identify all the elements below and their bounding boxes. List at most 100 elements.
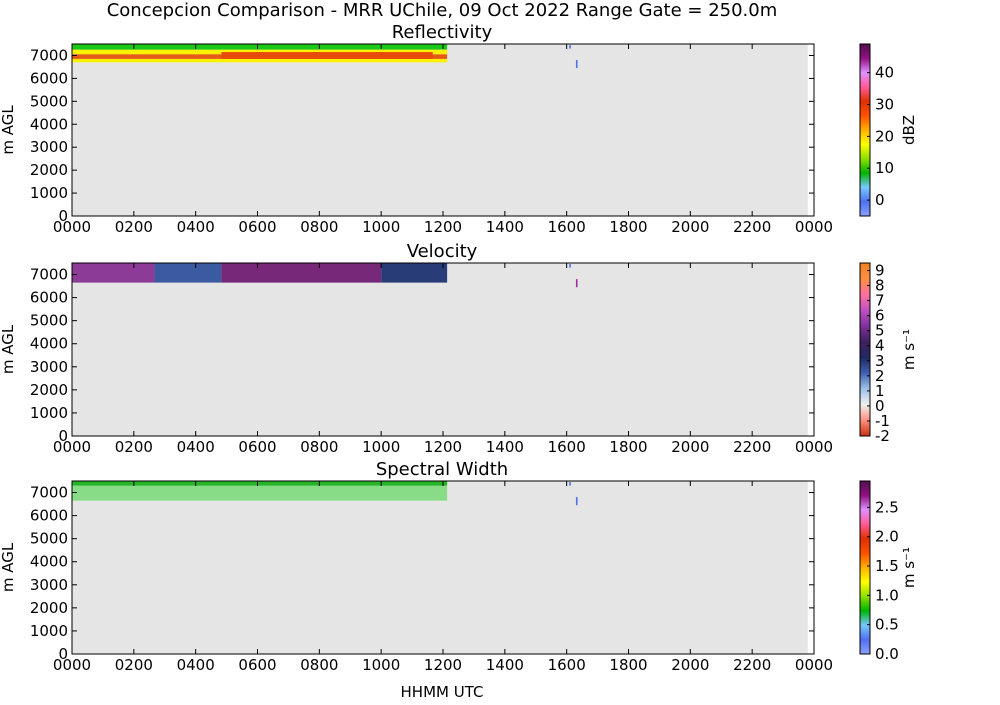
y-tick-label: 7000 [30, 266, 68, 284]
colorbar-tick-label: 9 [875, 262, 885, 280]
colorbar-tick-label: 10 [875, 159, 894, 177]
x-tick-label: 0400 [177, 218, 215, 236]
x-tick-label: 1600 [548, 438, 586, 456]
x-tick-label: 0800 [300, 656, 338, 674]
x-tick-label: 2200 [733, 656, 771, 674]
plot-background [72, 481, 808, 654]
panel-title: Reflectivity [392, 22, 493, 43]
x-tick-label: 1800 [609, 218, 647, 236]
x-tick-label: 0000 [795, 656, 833, 674]
x-tick-label: 0000 [53, 656, 91, 674]
y-tick-label: 7000 [30, 46, 68, 64]
y-axis-label: m AGL [0, 542, 17, 592]
panel-title: Spectral Width [376, 459, 508, 480]
echo-band [381, 263, 448, 283]
colorbar-tick-label: 1.0 [875, 586, 899, 604]
colorbar-tick-label: 30 [875, 96, 894, 114]
x-tick-label: 0600 [238, 656, 276, 674]
x-tick-label: 2200 [733, 218, 771, 236]
colorbar-tick-label: 0 [875, 397, 885, 415]
x-tick-label: 0000 [53, 438, 91, 456]
y-tick-label: 6000 [30, 507, 68, 525]
y-tick-label: 6000 [30, 69, 68, 87]
y-axis-label: m AGL [0, 324, 17, 374]
colorbar-tick-label: 2.5 [875, 498, 899, 516]
x-tick-label: 2000 [671, 218, 709, 236]
echo-band [72, 481, 448, 501]
colorbar-tick-label: 2 [875, 367, 885, 385]
x-tick-label: 1000 [362, 218, 400, 236]
echo-band [72, 263, 155, 283]
y-tick-label: 4000 [30, 553, 68, 571]
y-tick-label: 0 [58, 427, 68, 445]
plot-background [72, 263, 808, 436]
colorbar-tick-label: 0 [875, 191, 885, 209]
figure-title: Concepcion Comparison - MRR UChile, 09 O… [107, 0, 778, 21]
y-tick-label: 2000 [30, 599, 68, 617]
y-tick-label: 5000 [30, 92, 68, 110]
y-tick-label: 5000 [30, 312, 68, 330]
echo-band [72, 44, 448, 50]
colorbar-label: m s⁻¹ [900, 329, 918, 370]
colorbar-tick-label: 8 [875, 277, 885, 295]
panel-title: Velocity [407, 241, 478, 262]
colorbar-tick-label: 0.0 [875, 645, 899, 663]
x-tick-label: 0400 [177, 438, 215, 456]
y-tick-label: 4000 [30, 335, 68, 353]
x-tick-label: 1600 [548, 656, 586, 674]
colorbar-tick-label: 4 [875, 337, 885, 355]
y-tick-label: 4000 [30, 115, 68, 133]
y-tick-label: 1000 [30, 622, 68, 640]
x-tick-label: 1200 [424, 218, 462, 236]
colorbar-tick-label: 5 [875, 322, 885, 340]
echo-band [154, 263, 222, 283]
y-tick-label: 2000 [30, 381, 68, 399]
colorbar-tick-label: 3 [875, 352, 885, 370]
colorbar-tick-label: -1 [875, 412, 890, 430]
echo-streak [569, 482, 571, 486]
x-tick-label: 1400 [486, 656, 524, 674]
colorbar [859, 480, 871, 655]
x-tick-label: 0400 [177, 656, 215, 674]
x-tick-label: 2000 [671, 438, 709, 456]
colorbar-tick-label: 7 [875, 292, 885, 310]
x-tick-label: 1200 [424, 656, 462, 674]
x-tick-label: 0800 [300, 438, 338, 456]
x-tick-label: 1000 [362, 656, 400, 674]
x-tick-label: 0200 [115, 218, 153, 236]
echo-band [221, 52, 433, 59]
colorbar-tick-label: 1.5 [875, 557, 899, 575]
x-tick-label: 1000 [362, 438, 400, 456]
echo-streak [569, 45, 571, 49]
y-tick-label: 1000 [30, 404, 68, 422]
echo-streak [569, 264, 571, 268]
x-tick-label: 0600 [238, 438, 276, 456]
x-tick-label: 0600 [238, 218, 276, 236]
colorbar-tick-label: 2.0 [875, 528, 899, 546]
x-tick-label: 1800 [609, 656, 647, 674]
colorbar-tick-label: 6 [875, 307, 885, 325]
x-tick-label: 1200 [424, 438, 462, 456]
colorbar-label: dBZ [900, 115, 918, 145]
x-tick-label: 0200 [115, 438, 153, 456]
y-axis-label: m AGL [0, 105, 17, 155]
x-axis-label: HHMM UTC [401, 683, 484, 700]
x-tick-label: 0000 [53, 218, 91, 236]
x-tick-label: 0000 [795, 438, 833, 456]
y-tick-label: 6000 [30, 289, 68, 307]
x-tick-label: 0000 [795, 218, 833, 236]
colorbar-tick-label: 20 [875, 127, 894, 145]
colorbar-tick-label: 0.5 [875, 616, 899, 634]
y-tick-label: 0 [58, 645, 68, 663]
y-tick-label: 3000 [30, 358, 68, 376]
echo-band [72, 58, 448, 63]
y-tick-label: 5000 [30, 530, 68, 548]
y-tick-label: 0 [58, 207, 68, 225]
y-tick-label: 2000 [30, 161, 68, 179]
y-tick-label: 3000 [30, 138, 68, 156]
x-tick-label: 0800 [300, 218, 338, 236]
colorbar [859, 262, 871, 437]
y-tick-label: 7000 [30, 484, 68, 502]
